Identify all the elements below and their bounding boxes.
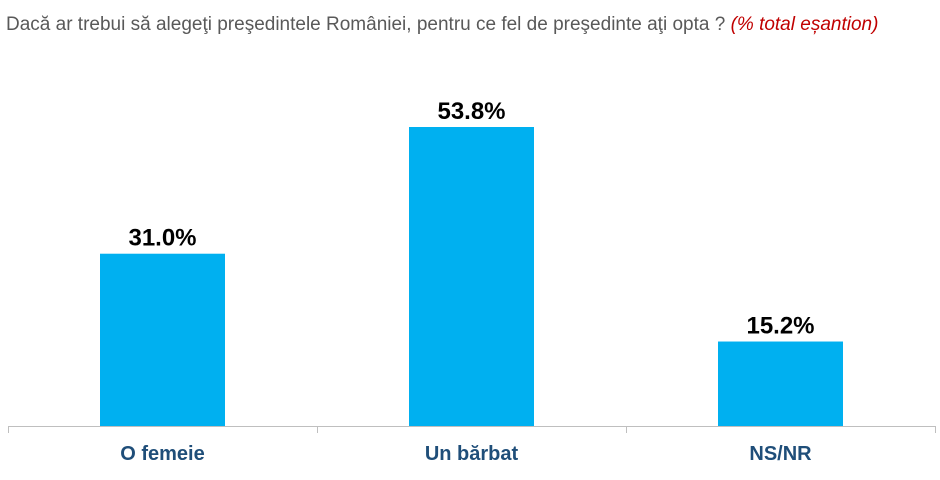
chart-title: Dacă ar trebui să alegeţi preşedintele R… xyxy=(6,14,726,35)
x-tick-label-2: NS/NR xyxy=(749,443,812,465)
chart-title-block: Dacă ar trebui să alegeţi preşedintele R… xyxy=(6,4,931,45)
bar-2 xyxy=(718,341,843,426)
x-tick-label-0: O femeie xyxy=(120,443,204,465)
data-label-0: 31.0% xyxy=(128,225,196,252)
data-label-1: 53.8% xyxy=(437,98,505,125)
bar-1 xyxy=(409,127,534,426)
data-label-2: 15.2% xyxy=(746,313,814,340)
chart-subtitle: (% total eșantion) xyxy=(730,14,879,35)
x-tick-label-1: Un bărbat xyxy=(425,443,519,465)
bar-0 xyxy=(100,253,225,426)
